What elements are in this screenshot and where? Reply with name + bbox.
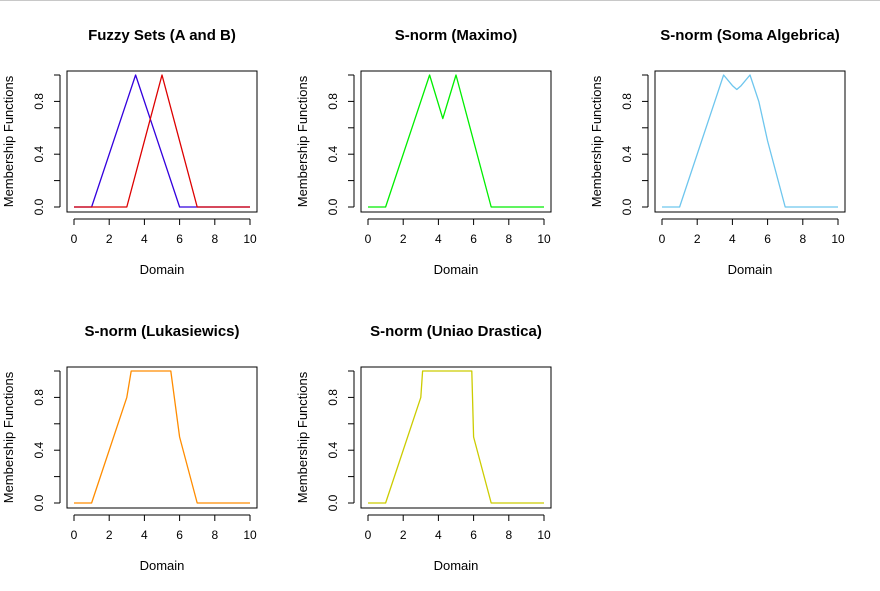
y-tick-label: 0.0 (326, 494, 340, 511)
x-tick-label: 4 (141, 232, 148, 246)
x-tick-label: 8 (799, 232, 806, 246)
x-tick-label: 2 (106, 232, 113, 246)
y-tick-label: 0.8 (620, 93, 634, 110)
series-line-1 (74, 74, 250, 208)
plot-frame (66, 366, 258, 509)
series-line-1 (368, 370, 544, 504)
top-divider (0, 0, 880, 1)
x-tick-label: 2 (400, 232, 407, 246)
x-axis-label: Domain (728, 262, 773, 277)
y-tick-label: 0.0 (32, 494, 46, 511)
plot-frame (360, 366, 552, 509)
y-tick-label: 0.0 (32, 198, 46, 215)
y-tick-label: 0.4 (326, 146, 340, 163)
x-tick-label: 10 (537, 232, 551, 246)
y-tick-label: 0.0 (326, 198, 340, 215)
x-tick-label: 10 (243, 232, 257, 246)
x-tick-label: 6 (470, 232, 477, 246)
y-axis-label: Membership Functions (295, 371, 310, 503)
x-axis-label: Domain (434, 558, 479, 573)
y-tick-label: 0.4 (32, 442, 46, 459)
x-tick-label: 0 (71, 232, 78, 246)
y-tick-label: 0.4 (620, 146, 634, 163)
plot-frame (360, 70, 552, 213)
x-tick-label: 2 (106, 528, 113, 542)
x-axis-label: Domain (140, 262, 185, 277)
y-axis-label: Membership Functions (1, 75, 16, 207)
chart-panel-3: S-norm (Soma Algebrica) 0 2 4 6 8 10 0.0 0.4 0.8 D… (589, 27, 846, 277)
x-tick-label: 10 (243, 528, 257, 542)
y-axis-label: Membership Functions (589, 75, 604, 207)
x-tick-label: 4 (141, 528, 148, 542)
plot-frame (654, 70, 846, 213)
x-tick-label: 8 (211, 528, 218, 542)
x-tick-label: 4 (435, 528, 442, 542)
x-tick-label: 0 (659, 232, 666, 246)
y-axis-label: Membership Functions (1, 371, 16, 503)
x-tick-label: 0 (365, 232, 372, 246)
chart-title: Fuzzy Sets (A and B) (88, 27, 236, 44)
y-tick-label: 0.4 (32, 146, 46, 163)
chart-panel-1: Fuzzy Sets (A and B) 0 2 4 6 8 10 0.0 0.4 0.8 Doma… (1, 27, 258, 277)
x-tick-label: 0 (71, 528, 78, 542)
x-tick-label: 2 (400, 528, 407, 542)
chart-panel-2: S-norm (Maximo) 0 2 4 6 8 10 0.0 0.4 0.8 Domain Mem… (295, 27, 552, 277)
series-line-1 (662, 74, 838, 208)
y-tick-label: 0.8 (32, 93, 46, 110)
x-tick-label: 2 (694, 232, 701, 246)
chart-title: S-norm (Maximo) (395, 27, 518, 44)
plot-frame (66, 70, 258, 213)
x-tick-label: 6 (470, 528, 477, 542)
y-tick-label: 0.8 (32, 389, 46, 406)
y-tick-label: 0.8 (326, 93, 340, 110)
chart-panel-5: S-norm (Uniao Drastica) 0 2 4 6 8 10 0.0 0.4 0.8 D… (295, 323, 552, 573)
y-axis-label: Membership Functions (295, 75, 310, 207)
chart-title: S-norm (Lukasiewics) (84, 323, 239, 340)
x-tick-label: 8 (211, 232, 218, 246)
y-tick-label: 0.8 (326, 389, 340, 406)
series-line-2 (74, 74, 250, 208)
x-axis-label: Domain (140, 558, 185, 573)
x-tick-label: 8 (505, 232, 512, 246)
x-tick-label: 4 (435, 232, 442, 246)
x-tick-label: 10 (831, 232, 845, 246)
x-tick-label: 8 (505, 528, 512, 542)
chart-title: S-norm (Soma Algebrica) (660, 27, 839, 44)
x-tick-label: 6 (764, 232, 771, 246)
x-tick-label: 6 (176, 528, 183, 542)
series-line-1 (368, 74, 544, 208)
x-axis-label: Domain (434, 262, 479, 277)
x-tick-label: 10 (537, 528, 551, 542)
y-tick-label: 0.4 (326, 442, 340, 459)
chart-title: S-norm (Uniao Drastica) (370, 323, 542, 340)
chart-panel-4: S-norm (Lukasiewics) 0 2 4 6 8 10 0.0 0.4 0.8 Doma… (1, 323, 258, 573)
x-tick-label: 6 (176, 232, 183, 246)
series-line-1 (74, 370, 250, 504)
x-tick-label: 4 (729, 232, 736, 246)
y-tick-label: 0.0 (620, 198, 634, 215)
x-tick-label: 0 (365, 528, 372, 542)
